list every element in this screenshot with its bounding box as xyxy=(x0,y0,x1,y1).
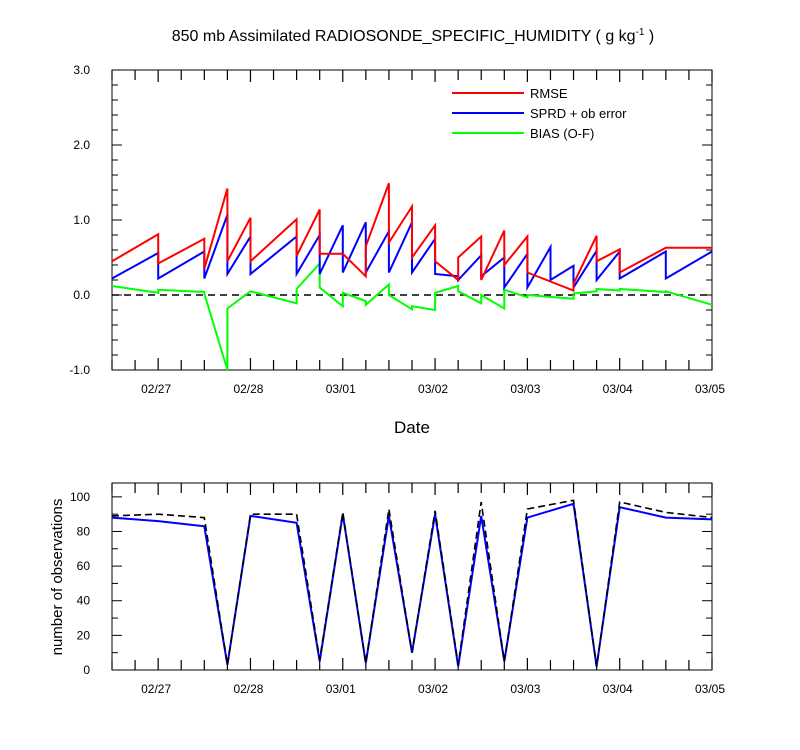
series-observations-assimilated xyxy=(111,502,713,667)
x-tick-label: 03/01 xyxy=(326,382,356,396)
x-tick-label: 03/03 xyxy=(510,682,540,696)
y-tick-label: 100 xyxy=(70,490,90,504)
bottom-axis-ticks: 02/27 02/28 03/01 03/02 03/03 03/04 03/05 0 20 40… xyxy=(70,483,725,696)
y-tick-label: -1.0 xyxy=(69,363,90,377)
x-tick-label: 03/05 xyxy=(695,682,725,696)
legend-label-rmse: RMSE xyxy=(530,86,568,101)
top-chart-panel: 02/27 02/28 03/01 03/02 03/03 03/04 03/05 -1.0 0… xyxy=(69,63,725,437)
legend: RMSE SPRD + ob error BIAS (O-F) xyxy=(452,86,627,141)
y-tick-label: 40 xyxy=(77,594,91,608)
x-tick-label: 02/28 xyxy=(233,682,263,696)
y-tick-label: 20 xyxy=(77,628,91,642)
series-bias-o-f xyxy=(111,260,713,371)
bottom-plot-frame xyxy=(111,482,713,671)
chart-title-end: ) xyxy=(644,28,654,45)
x-tick-label: 03/05 xyxy=(695,382,725,396)
bottom-chart-panel: 02/27 02/28 03/01 03/02 03/03 03/04 03/05 0 20 40… xyxy=(49,482,725,696)
y-tick-label: 3.0 xyxy=(73,63,90,77)
y-tick-label: 1.0 xyxy=(73,213,90,227)
series-sprd-ob-error xyxy=(111,214,713,292)
x-tick-label: 02/27 xyxy=(141,682,171,696)
x-axis-title: Date xyxy=(394,418,430,437)
y-tick-label: 60 xyxy=(77,559,91,573)
x-tick-label: 02/28 xyxy=(233,382,263,396)
legend-label-bias-o-f: BIAS (O-F) xyxy=(530,126,594,141)
chart-title: 850 mb Assimilated RADIOSONDE_SPECIFIC_H… xyxy=(172,27,655,45)
x-tick-label: 03/04 xyxy=(603,682,633,696)
x-tick-label: 03/01 xyxy=(326,682,356,696)
series-observations-possible xyxy=(111,499,713,667)
series-rmse xyxy=(111,182,712,292)
x-tick-label: 03/02 xyxy=(418,382,448,396)
y-tick-label: 2.0 xyxy=(73,138,90,152)
chart-title-superscript: -1 xyxy=(636,27,645,38)
y-tick-label: 0 xyxy=(83,663,90,677)
y-tick-label: 0.0 xyxy=(73,288,90,302)
chart-title-main: 850 mb Assimilated RADIOSONDE_SPECIFIC_H… xyxy=(172,28,636,45)
x-tick-label: 03/03 xyxy=(510,382,540,396)
y-axis-title: number of observations xyxy=(49,499,66,656)
x-tick-label: 03/02 xyxy=(418,682,448,696)
y-tick-label: 80 xyxy=(77,524,91,538)
bottom-series-lines xyxy=(111,499,713,667)
top-series-lines xyxy=(111,182,713,371)
x-tick-label: 03/04 xyxy=(603,382,633,396)
legend-label-sprd-ob-error: SPRD + ob error xyxy=(530,106,627,121)
x-tick-label: 02/27 xyxy=(141,382,171,396)
